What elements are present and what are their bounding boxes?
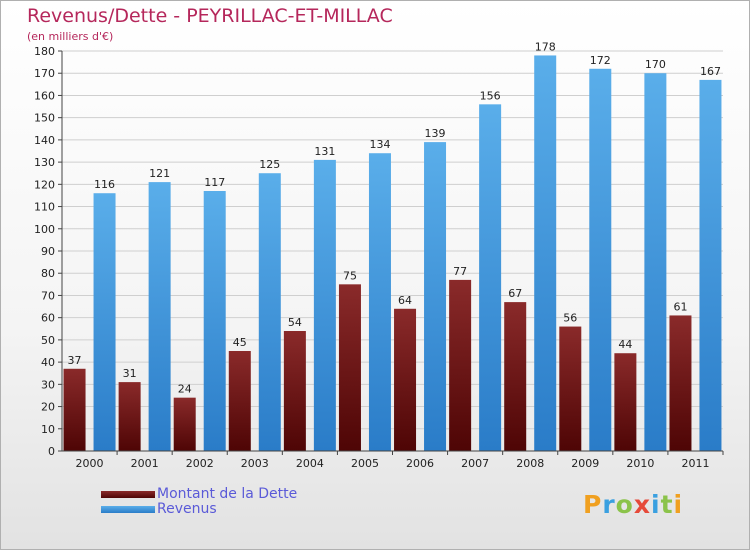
y-tick-label: 160 <box>34 89 55 102</box>
logo-letter: i <box>651 490 661 519</box>
legend-label-revenus: Revenus <box>157 501 217 517</box>
x-tick-label: 2001 <box>131 457 159 470</box>
data-label: 56 <box>563 312 577 325</box>
bars: 37 116 31 121 24 117 45 125 54 131 75 134 64 139 77 156… <box>63 40 722 452</box>
bar-dette <box>63 368 86 451</box>
bar-dette <box>283 331 306 451</box>
data-label: 67 <box>508 287 522 300</box>
data-label: 61 <box>673 300 687 313</box>
chart-title: Revenus/Dette - PEYRILLAC-ET-MILLAC <box>27 5 393 27</box>
x-tick-label: 2007 <box>461 457 489 470</box>
y-tick-label: 80 <box>41 267 55 280</box>
y-tick-label: 180 <box>34 45 55 58</box>
y-tick-label: 110 <box>34 201 55 214</box>
bar-revenus <box>93 193 116 451</box>
logo-letter: o <box>615 490 634 519</box>
chart-grid <box>62 50 723 452</box>
bar-dette <box>559 326 582 451</box>
data-label: 170 <box>645 58 666 71</box>
x-tick-label: 2009 <box>571 457 599 470</box>
y-tick-label: 20 <box>41 401 55 414</box>
x-tick-label: 2008 <box>516 457 544 470</box>
logo-letter: t <box>660 490 674 519</box>
data-label: 167 <box>700 65 721 78</box>
logo-letter: i <box>673 490 684 519</box>
bar-revenus <box>313 159 336 451</box>
data-label: 125 <box>259 158 280 171</box>
x-tick-label: 2003 <box>241 457 269 470</box>
legend-label-dette: Montant de la Dette <box>157 486 298 502</box>
bar-revenus <box>644 73 667 451</box>
bar-revenus <box>589 68 612 452</box>
bar-revenus <box>699 79 722 451</box>
data-label: 24 <box>178 383 192 396</box>
bar-dette <box>228 351 251 451</box>
data-label: 64 <box>398 294 412 307</box>
data-label: 116 <box>94 178 115 191</box>
data-label: 54 <box>288 316 302 329</box>
data-label: 44 <box>618 338 632 351</box>
data-label: 178 <box>535 40 556 53</box>
bar-revenus <box>368 153 391 451</box>
y-tick-label: 150 <box>34 112 55 125</box>
bar-revenus <box>258 173 281 451</box>
bar-dette <box>504 302 527 451</box>
data-label: 45 <box>233 336 247 349</box>
logo-letter: x <box>633 490 651 519</box>
x-tick-label: 2000 <box>76 457 104 470</box>
x-tick-label: 2010 <box>626 457 654 470</box>
bar-revenus <box>534 55 557 451</box>
legend-swatch-dette <box>101 491 155 498</box>
data-label: 134 <box>369 138 390 151</box>
bar-revenus <box>424 142 447 451</box>
bar-dette <box>173 397 196 451</box>
data-label: 117 <box>204 176 225 189</box>
chart-subtitle: (en milliers d'€) <box>27 30 114 43</box>
bar-dette <box>394 308 417 451</box>
data-label: 37 <box>68 354 82 367</box>
legend-swatch-revenus <box>101 506 155 513</box>
y-tick-label: 100 <box>34 223 55 236</box>
logo-letter: r <box>602 490 616 519</box>
bar-dette <box>669 315 692 451</box>
x-tick-label: 2006 <box>406 457 434 470</box>
y-tick-label: 0 <box>48 445 55 458</box>
bar-revenus <box>203 191 226 451</box>
bar-revenus <box>479 104 502 451</box>
data-label: 131 <box>314 145 335 158</box>
proxiti-logo: Proxiti <box>583 490 683 519</box>
y-tick-label: 40 <box>41 356 55 369</box>
y-tick-label: 90 <box>41 245 55 258</box>
x-tick-label: 2002 <box>186 457 214 470</box>
y-tick-label: 50 <box>41 334 55 347</box>
y-tick-label: 10 <box>41 423 55 436</box>
y-axis: 0 10 20 30 40 50 60 70 80 90 100 110 120 130 140 150 160… <box>34 45 63 458</box>
bar-dette <box>449 279 472 451</box>
bar-dette <box>614 353 637 451</box>
x-tick-label: 2005 <box>351 457 379 470</box>
bar-dette <box>338 284 361 451</box>
y-tick-label: 70 <box>41 289 55 302</box>
y-tick-label: 130 <box>34 156 55 169</box>
bar-revenus <box>148 182 171 451</box>
data-label: 156 <box>480 89 501 102</box>
bar-dette <box>118 382 141 451</box>
x-axis: 2000 2001 2002 2003 2004 2005 2006 2007 2008 2009… <box>62 450 724 470</box>
data-label: 75 <box>343 269 357 282</box>
data-label: 121 <box>149 167 170 180</box>
data-label: 77 <box>453 265 467 278</box>
y-tick-label: 30 <box>41 378 55 391</box>
x-tick-label: 2011 <box>681 457 709 470</box>
logo-letter: P <box>583 490 603 519</box>
y-tick-label: 170 <box>34 67 55 80</box>
data-label: 31 <box>123 367 137 380</box>
y-tick-label: 60 <box>41 312 55 325</box>
y-tick-label: 140 <box>34 134 55 147</box>
y-tick-label: 120 <box>34 178 55 191</box>
data-label: 139 <box>425 127 446 140</box>
x-tick-label: 2004 <box>296 457 324 470</box>
data-label: 172 <box>590 54 611 67</box>
